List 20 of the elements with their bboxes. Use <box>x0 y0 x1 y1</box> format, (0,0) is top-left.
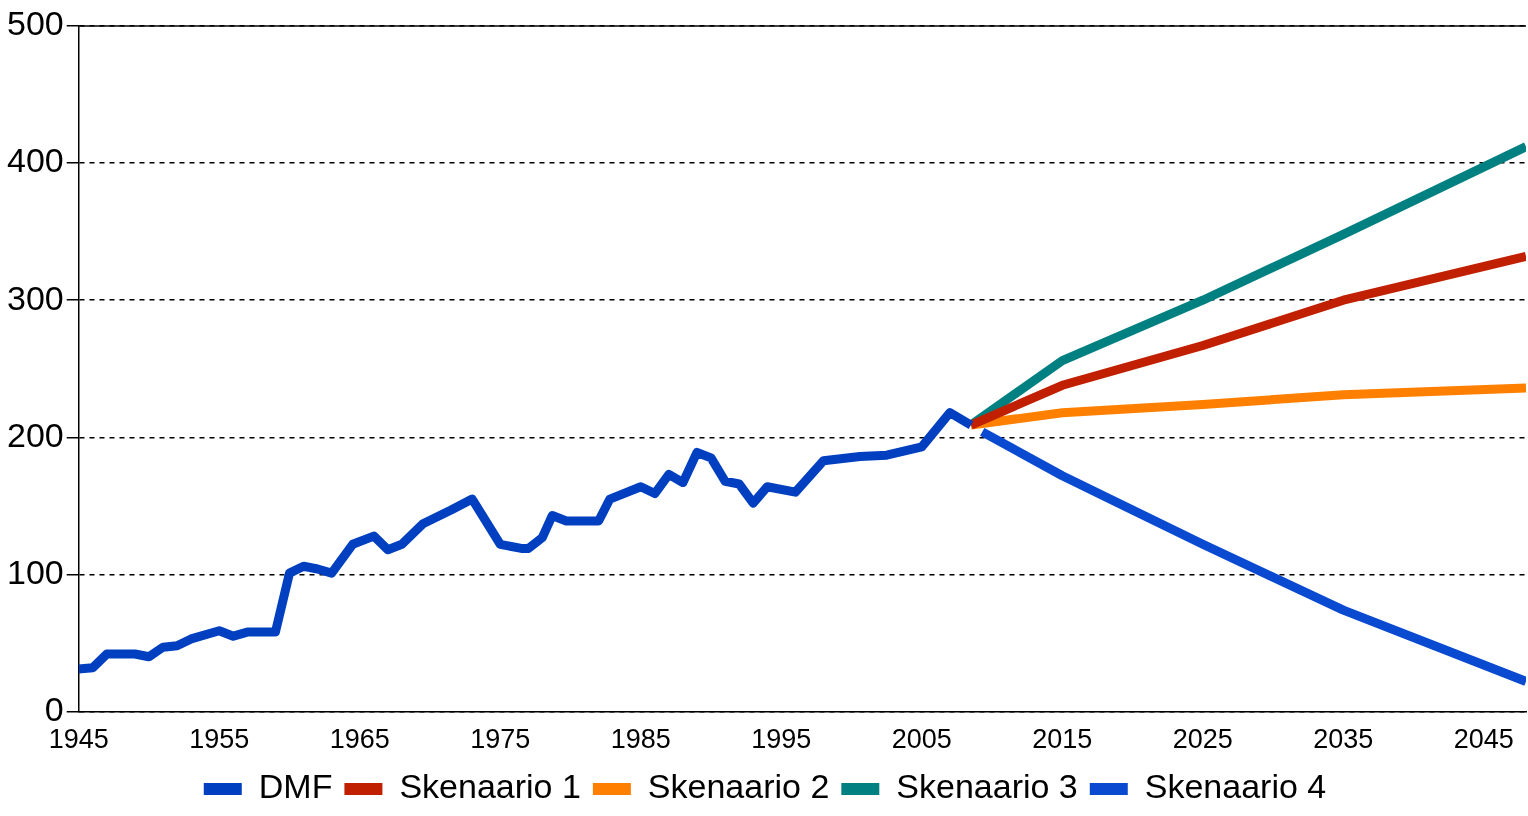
x-tick-label: 2015 <box>1032 724 1093 755</box>
y-tick-label: 100 <box>6 552 64 591</box>
x-tick-label: 1985 <box>610 724 671 755</box>
x-tick-label: 2035 <box>1313 724 1374 755</box>
x-tick-label: 2045 <box>1453 724 1514 755</box>
x-tick-label: 1955 <box>189 724 250 755</box>
y-tick-label: 400 <box>6 141 64 180</box>
y-tick-label: 300 <box>6 278 64 317</box>
x-tick-label: 1965 <box>329 724 390 755</box>
x-tick-label: 1995 <box>751 724 812 755</box>
legend-label: Skenaario 2 <box>647 767 830 806</box>
legend-label: Skenaario 4 <box>1144 767 1327 806</box>
legend-label: Skenaario 3 <box>896 767 1078 806</box>
x-tick-label: 2025 <box>1172 724 1233 755</box>
y-tick-label: 500 <box>6 4 64 43</box>
x-tick-label: 2005 <box>891 724 952 755</box>
x-tick-label: 1975 <box>470 724 531 755</box>
legend-label: DMF <box>258 767 333 806</box>
legend-label: Skenaario 1 <box>399 767 581 806</box>
y-tick-label: 200 <box>6 415 64 454</box>
